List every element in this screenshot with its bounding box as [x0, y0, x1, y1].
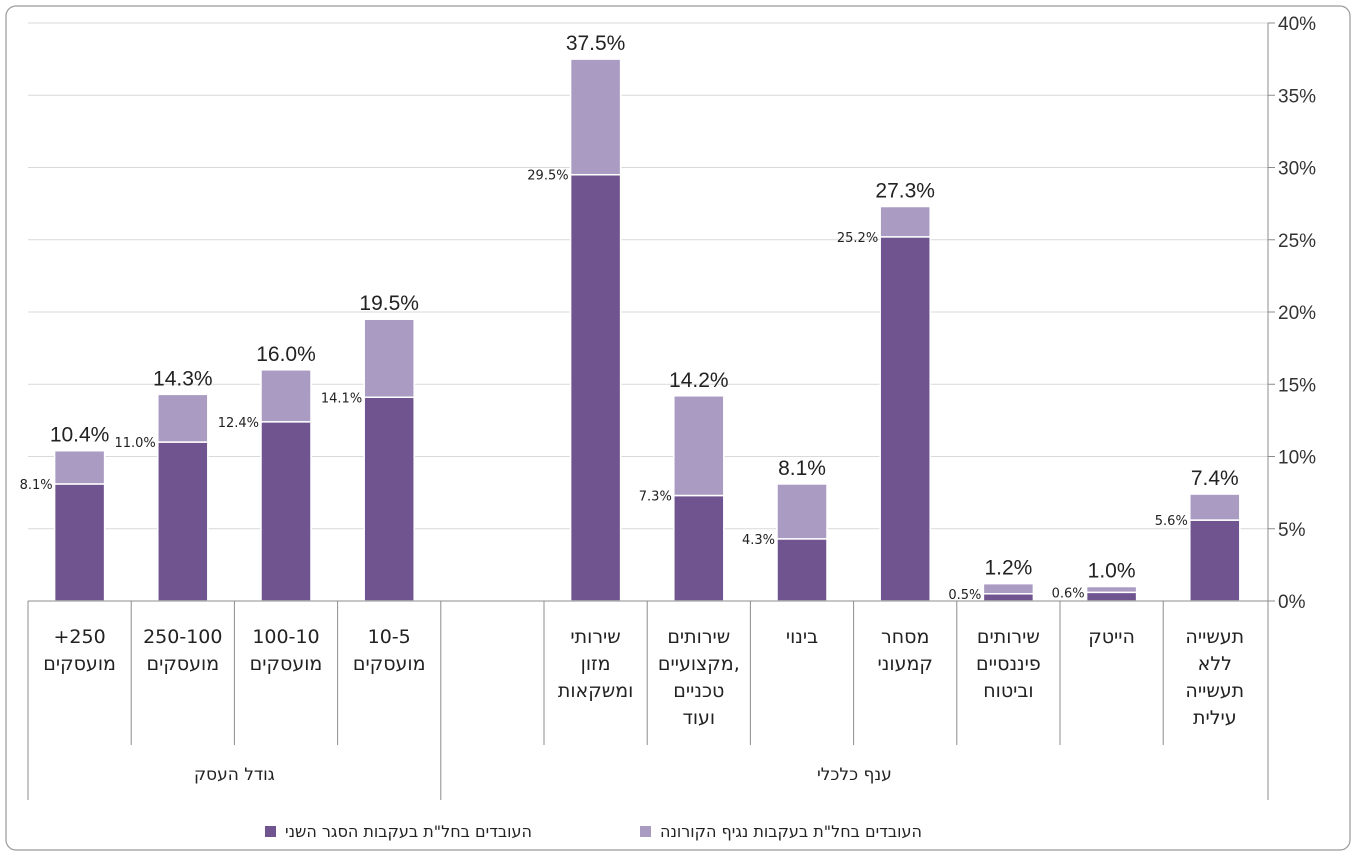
category-label: שירותי — [570, 626, 620, 648]
bar-corona — [260, 369, 312, 423]
y-tick-label: 25% — [1278, 231, 1316, 252]
group-label: ענף כלכלי — [817, 765, 892, 785]
bar-corona — [1189, 493, 1241, 521]
data-label-total: 1.2% — [984, 557, 1032, 580]
category-label: שירותים — [977, 626, 1040, 648]
bar-corona — [1085, 585, 1138, 594]
category-label: 100-10 — [252, 626, 319, 648]
data-label-total: 16.0% — [256, 343, 316, 366]
bar-second-lockdown — [1189, 519, 1241, 602]
bar-corona — [673, 395, 725, 497]
category-label: 10-5 — [368, 626, 411, 648]
data-label-second-lockdown: 25.2% — [837, 231, 878, 246]
category-label: וביטוח — [983, 680, 1033, 702]
data-label-second-lockdown: 8.1% — [20, 478, 53, 493]
category-label: מועסקים — [353, 653, 426, 675]
legend-swatch — [265, 826, 276, 837]
bars — [53, 58, 1241, 602]
category-label: בינוי — [786, 626, 818, 648]
bar-corona — [879, 205, 931, 238]
bar-second-lockdown — [53, 483, 106, 602]
data-label-total: 37.5% — [566, 32, 626, 55]
bar-second-lockdown — [673, 494, 725, 602]
category-label: פיננסיים — [976, 653, 1041, 675]
category-label: תעשייה — [1185, 680, 1244, 702]
category-label: ומשקאות — [558, 680, 633, 702]
y-tick-label: 10% — [1278, 448, 1316, 469]
y-tick-label: 15% — [1278, 375, 1316, 396]
data-label-second-lockdown: 12.4% — [218, 416, 259, 431]
bar-corona — [569, 58, 622, 176]
bar-second-lockdown — [1085, 591, 1138, 602]
y-tick-label: 35% — [1278, 86, 1316, 107]
legend-swatch — [640, 826, 651, 837]
data-label-second-lockdown: 5.6% — [1155, 514, 1188, 529]
category-label: מזון — [581, 653, 611, 675]
category-label: מקצועיים, — [658, 653, 740, 675]
axes: 0% 5% 10% 15% 20% 25% 30% 35% 40% — [27, 14, 1316, 800]
gridlines — [28, 22, 1268, 530]
data-label-total: 14.2% — [669, 369, 729, 392]
data-label-second-lockdown: 29.5% — [527, 169, 568, 184]
category-label: מועסקים — [43, 653, 116, 675]
legend: העובדים בחל"ת בעקבות נגיף הקורונה העובדים… — [265, 822, 922, 841]
bar-second-lockdown — [363, 396, 415, 602]
y-tick-label: 30% — [1278, 159, 1316, 180]
bar-second-lockdown — [569, 173, 622, 602]
category-label: ועוד — [682, 707, 715, 729]
category-label: +250 — [54, 626, 106, 648]
category-label: שירותים — [667, 626, 730, 648]
category-label: קמעוני — [878, 653, 933, 675]
data-label-second-lockdown: 14.1% — [321, 391, 362, 406]
data-label-total: 10.4% — [50, 424, 110, 447]
legend-label: העובדים בחל"ת בעקבות נגיף הקורונה — [660, 822, 922, 841]
bar-corona — [157, 393, 209, 443]
y-tick-label: 20% — [1278, 303, 1316, 324]
category-label: מועסקים — [146, 653, 219, 675]
data-label-total: 27.3% — [875, 180, 935, 203]
category-label: מסחר — [881, 626, 929, 648]
category-label: תעשייה — [1185, 626, 1244, 648]
data-label-second-lockdown: 11.0% — [114, 436, 155, 451]
y-tick-label: 0% — [1278, 592, 1306, 613]
category-label: הייטק — [1088, 626, 1135, 648]
bar-second-lockdown — [260, 421, 312, 602]
y-tick-label: 40% — [1278, 14, 1316, 35]
data-label-second-lockdown: 4.3% — [742, 533, 775, 548]
bar-corona — [53, 449, 106, 485]
bar-second-lockdown — [982, 593, 1035, 602]
y-tick-label: 5% — [1278, 520, 1306, 541]
data-label-total: 1.0% — [1088, 560, 1136, 583]
data-label-total: 8.1% — [778, 457, 826, 480]
data-label-second-lockdown: 0.5% — [948, 588, 981, 603]
category-label: עילית — [1193, 707, 1237, 729]
category-label: 250-100 — [143, 626, 222, 648]
data-label-total: 14.3% — [153, 367, 213, 390]
bar-second-lockdown — [157, 441, 209, 602]
labels: 8.1% 10.4% 11.0% 14.3% 12.4% 16.0% 14.1% 19.5% 2… — [20, 32, 1245, 785]
bar-corona — [363, 318, 415, 399]
data-label-second-lockdown: 7.3% — [639, 490, 672, 505]
bar-second-lockdown — [776, 538, 828, 602]
group-label: גודל העסק — [194, 765, 275, 785]
data-label-total: 7.4% — [1191, 467, 1239, 490]
category-label: מועסקים — [250, 653, 323, 675]
bar-corona — [982, 582, 1035, 595]
data-label-total: 19.5% — [359, 292, 419, 315]
legend-label: העובדים בחל"ת בעקבות הסגר השני — [285, 822, 532, 841]
bar-second-lockdown — [879, 236, 931, 602]
bar-corona — [776, 483, 828, 540]
category-label: ללא — [1198, 653, 1232, 675]
category-label: טכניים — [673, 680, 724, 702]
data-label-second-lockdown: 0.6% — [1052, 586, 1085, 601]
